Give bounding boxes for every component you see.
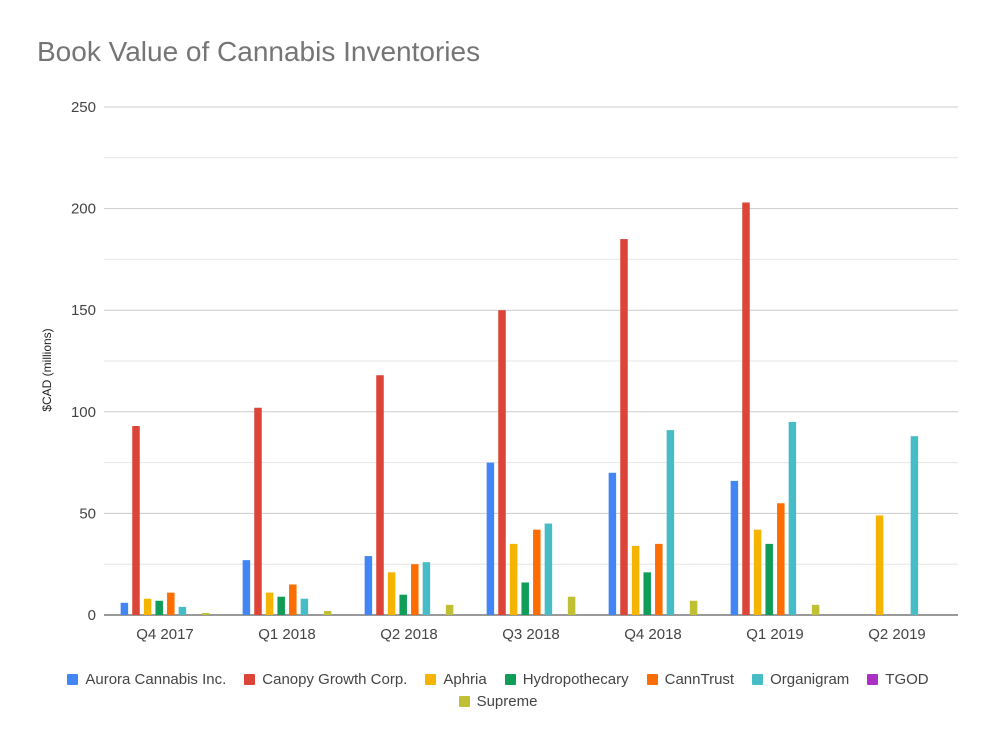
legend-swatch [752,673,764,685]
bar [788,421,797,615]
bar [155,600,163,615]
bar [620,239,628,615]
legend-label: Supreme [476,692,538,710]
bar [242,560,251,615]
chart-title: Book Value of Cannabis Inventories [37,36,481,67]
plot-area: 0 50 100 150 200 250 Q4 2017 Q1 2018 Q2 2018 Q3 2… [71,99,958,643]
bar [422,562,431,615]
bar [132,426,140,615]
bar [875,515,884,615]
bar [376,375,384,615]
bar [167,592,175,615]
legend-swatch [244,673,256,685]
bar [655,543,663,615]
bar [509,543,518,615]
x-tick-label: Q2 2019 [868,626,926,643]
x-tick-label: Q1 2018 [258,626,316,643]
legend-label: Hydropothecary [522,670,629,688]
bar [777,503,785,615]
legend-row: Aurora Cannabis Inc. Canopy Growth Corp. A… [0,668,996,690]
bar [143,598,152,615]
legend-item: Hydropothecary [504,670,629,688]
legend: Aurora Cannabis Inc. Canopy Growth Corp. A… [0,668,996,712]
x-tick-label: Q4 2018 [624,626,682,643]
legend-label: Organigram [770,670,850,688]
bar [689,600,698,615]
bar [399,594,407,615]
bar [521,582,529,615]
bar [544,523,553,615]
bar [608,472,617,615]
bar [120,602,129,615]
legend-swatch [67,673,79,685]
legend-item: Organigram [752,671,849,688]
bar [300,598,309,615]
legend-label: CannTrust [664,670,735,688]
bar [277,596,285,615]
bar [742,202,750,615]
bar [411,564,419,615]
legend-swatch [646,673,658,685]
legend-item: Canopy Growth Corp. [244,671,407,688]
legend-item: Aurora Cannabis Inc. [67,671,226,688]
legend-row: Supreme [0,690,996,712]
bar [631,545,640,615]
bar [445,604,454,615]
legend-label: Canopy Growth Corp. [262,670,408,688]
y-tick-label: 50 [79,505,96,522]
bar [486,462,495,615]
bar [753,529,762,615]
bar [254,407,262,615]
legend-label: Aurora Cannabis Inc. [85,670,227,688]
legend-swatch [425,673,437,685]
bar [567,596,576,615]
bar [323,610,332,615]
bar [910,436,919,615]
bar [765,543,773,615]
bar [387,572,396,615]
legend-swatch [867,673,879,685]
legend-label: Aphria [443,670,487,688]
bar [643,572,651,615]
y-tick-label: 100 [71,404,96,421]
legend-swatch [504,673,516,685]
bar [811,604,820,615]
x-tick-label: Q2 2018 [380,626,438,643]
legend-item: TGOD [867,670,929,688]
x-tick-label: Q1 2019 [746,626,804,643]
legend-swatch [458,695,470,707]
y-tick-label: 150 [71,302,96,319]
y-tick-label: 0 [88,607,96,624]
legend-label: TGOD [885,670,929,688]
bar [364,556,373,615]
bar [533,529,541,615]
x-tick-label: Q3 2018 [502,626,560,643]
x-tick-label: Q4 2017 [136,626,194,643]
legend-item: CannTrust [646,670,735,688]
bar [289,584,297,615]
bar [498,310,506,615]
legend-item: Supreme [458,692,538,710]
bar [730,480,739,615]
y-tick-label: 250 [71,99,96,116]
y-tick-label: 200 [71,201,96,218]
bar [265,592,274,615]
bar [201,612,210,615]
bar [178,606,187,615]
legend-item: Aphria [425,670,487,688]
bar [666,430,675,615]
